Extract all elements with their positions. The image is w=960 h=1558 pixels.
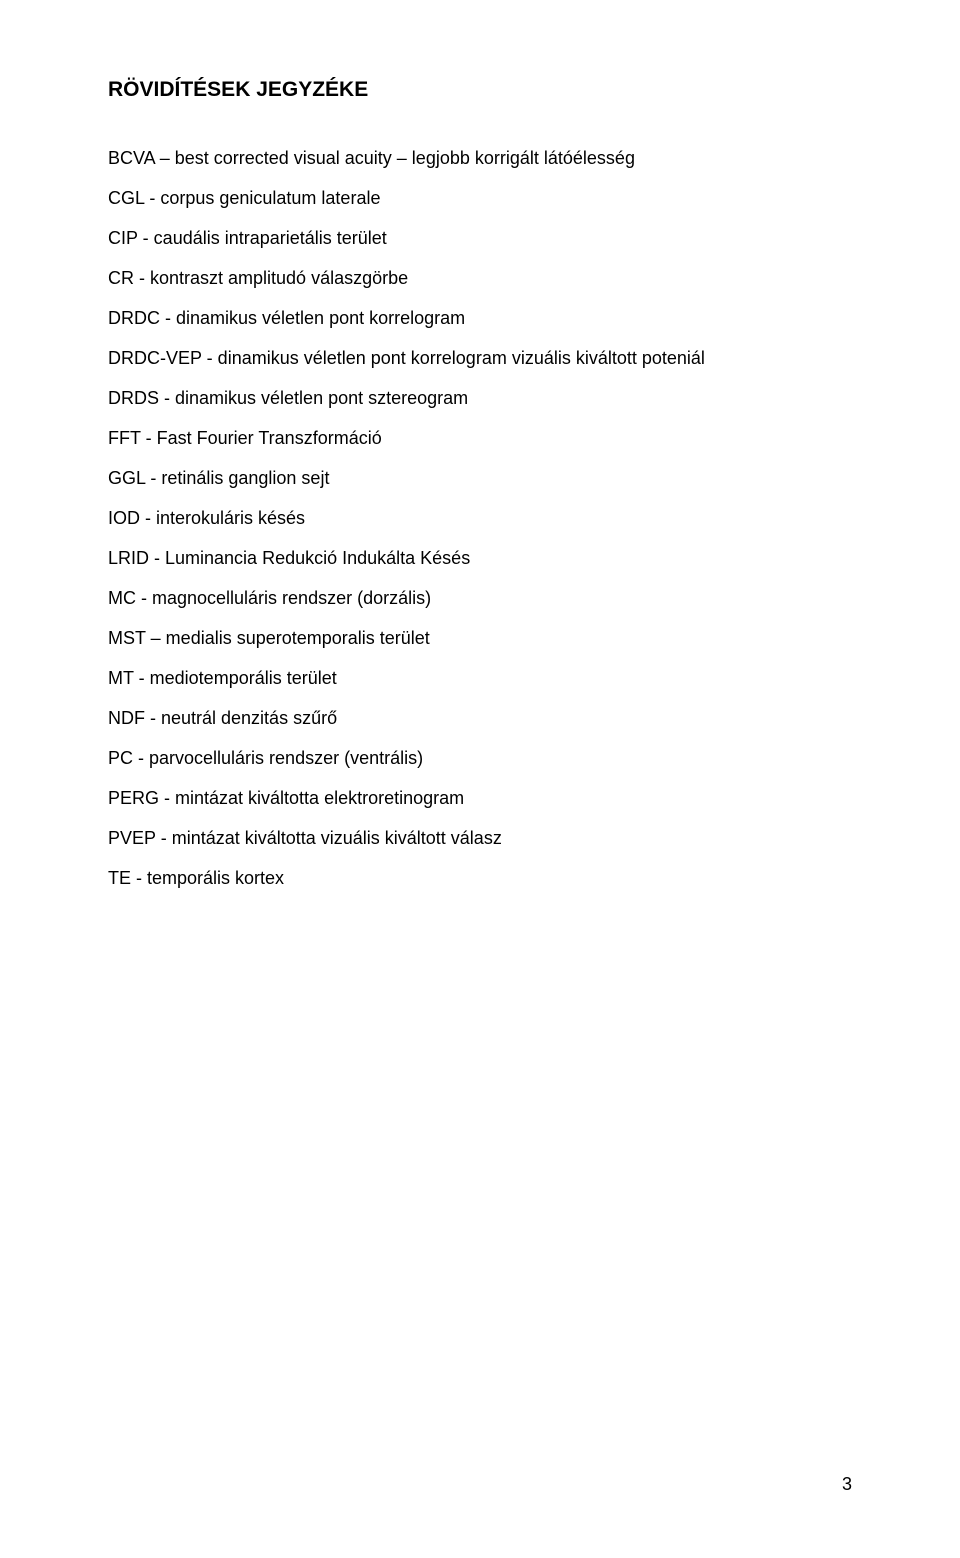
list-item: TE - temporális kortex	[108, 864, 852, 892]
list-item: MST – medialis superotemporalis terület	[108, 624, 852, 652]
list-item: GGL - retinális ganglion sejt	[108, 464, 852, 492]
list-item: CGL - corpus geniculatum laterale	[108, 184, 852, 212]
list-item: MT - mediotemporális terület	[108, 664, 852, 692]
abbreviation-list: BCVA – best corrected visual acuity – le…	[108, 144, 852, 904]
list-item: MC - magnocelluláris rendszer (dorzális)	[108, 584, 852, 612]
list-item: DRDC-VEP - dinamikus véletlen pont korre…	[108, 344, 852, 372]
list-item: BCVA – best corrected visual acuity – le…	[108, 144, 852, 172]
list-item: DRDS - dinamikus véletlen pont sztereogr…	[108, 384, 852, 412]
list-item: IOD - interokuláris késés	[108, 504, 852, 532]
list-item: NDF - neutrál denzitás szűrő	[108, 704, 852, 732]
page-title: RÖVIDÍTÉSEK JEGYZÉKE	[108, 76, 852, 104]
list-item: PC - parvocelluláris rendszer (ventrális…	[108, 744, 852, 772]
list-item: CR - kontraszt amplitudó válaszgörbe	[108, 264, 852, 292]
page-number: 3	[842, 1470, 852, 1498]
list-item: PERG - mintázat kiváltotta elektroretino…	[108, 784, 852, 812]
list-item: FFT - Fast Fourier Transzformáció	[108, 424, 852, 452]
list-item: PVEP - mintázat kiváltotta vizuális kivá…	[108, 824, 852, 852]
list-item: DRDC - dinamikus véletlen pont korrelogr…	[108, 304, 852, 332]
list-item: CIP - caudális intraparietális terület	[108, 224, 852, 252]
list-item: LRID - Luminancia Redukció Indukálta Kés…	[108, 544, 852, 572]
